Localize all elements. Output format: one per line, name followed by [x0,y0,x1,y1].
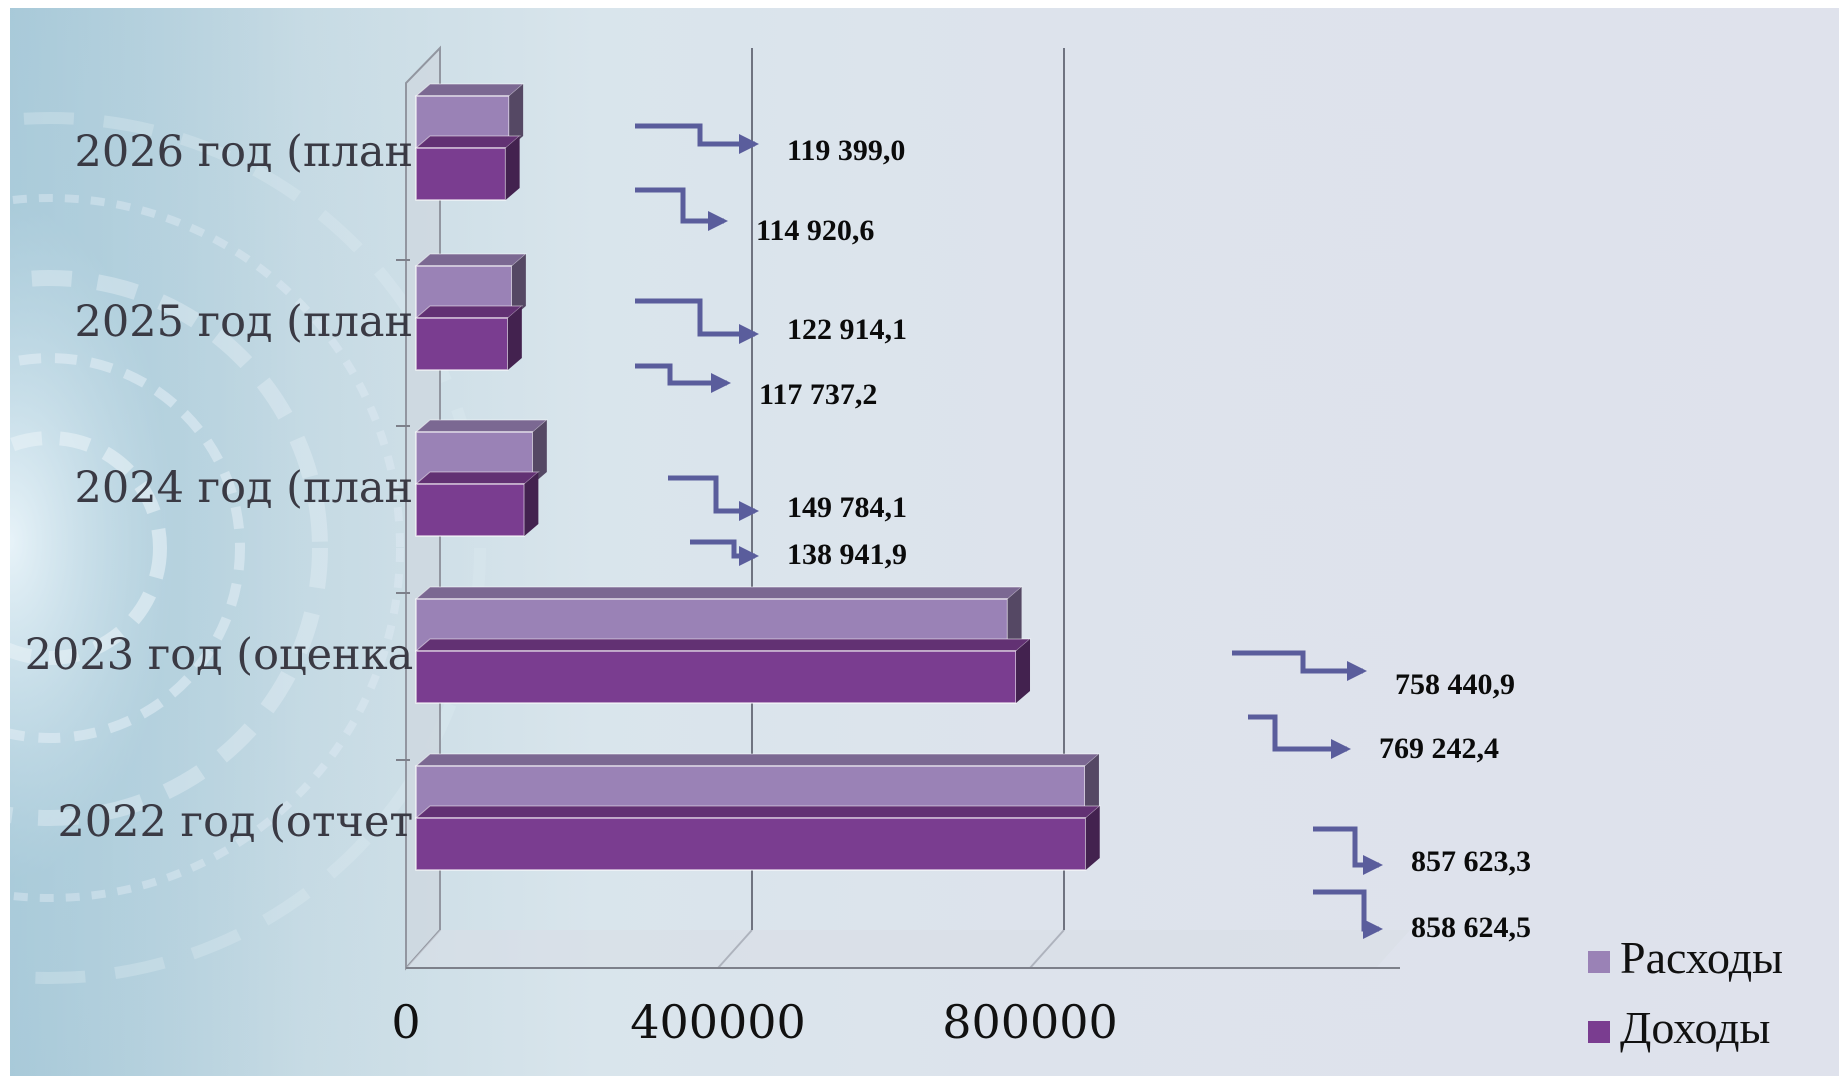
bar-side-face [1085,806,1100,870]
data-label: 858 624,5 [1411,911,1531,944]
value-arrow [668,475,759,521]
bar [415,650,1017,704]
bar-top-face [414,305,524,319]
data-label: 138 941,9 [787,538,907,571]
slide-background: 0 400000 800000 2026 год (план) 2025 год (пл… [10,8,1839,1076]
legend-label: Расходы [1620,932,1783,983]
bar-side-face [524,472,539,536]
bar-side-face [509,84,524,148]
x-tick-label: 0 [391,995,420,1049]
floor [406,930,1410,968]
category-label: 2025 год (план) [75,297,431,347]
bar-top-face [414,135,521,149]
value-arrow [635,298,759,344]
legend-label: Доходы [1620,1002,1770,1053]
data-label: 117 737,2 [759,378,877,411]
bar-top-face [414,638,1032,652]
bar-top-face [414,83,525,97]
bar-side-face [505,136,520,200]
bar-side-face [507,306,522,370]
value-arrow [635,123,759,154]
bar [415,817,1087,871]
plot-area: 0 400000 800000 2026 год (план) 2025 год (пл… [25,45,1783,1053]
bar [415,483,526,537]
legend-swatch [1588,1021,1610,1043]
bar-top-face [414,753,1101,767]
category-label: 2022 год (отчет) [57,797,430,847]
data-label: 149 784,1 [787,491,907,524]
bar-top-face [414,471,540,485]
bar-side-face [532,420,547,484]
category-label: 2026 год (план) [75,127,431,177]
value-arrow [635,187,728,231]
legend-swatch [1588,951,1610,973]
bar-top-face [414,586,1023,600]
value-arrow [690,539,759,566]
data-label: 122 914,1 [787,313,907,346]
data-label: 119 399,0 [787,134,905,167]
value-arrow [1248,714,1351,759]
bar [415,317,509,371]
bar-chart: 0 400000 800000 2026 год (план) 2025 год (пл… [10,8,1783,1076]
bar-top-face [414,253,528,267]
bar-side-face [1016,639,1031,703]
category-label: 2024 год (план) [75,463,431,513]
data-label: 769 242,4 [1379,732,1499,765]
x-tick-label: 400000 [630,995,806,1049]
value-arrow [1232,650,1367,681]
x-tick-label: 800000 [942,995,1118,1049]
bar [415,147,507,201]
value-arrow [635,363,731,393]
value-arrow [1313,826,1383,875]
bar-side-face [1084,754,1099,818]
bar-side-face [511,254,526,318]
value-arrow [1313,889,1383,939]
bar-top-face [414,419,549,433]
bar-side-face [1007,587,1022,651]
data-label: 114 920,6 [756,214,874,247]
category-label: 2023 год (оценка) [25,630,430,680]
data-label: 758 440,9 [1395,668,1515,701]
data-label: 857 623,3 [1411,845,1531,878]
bar-top-face [414,805,1102,819]
